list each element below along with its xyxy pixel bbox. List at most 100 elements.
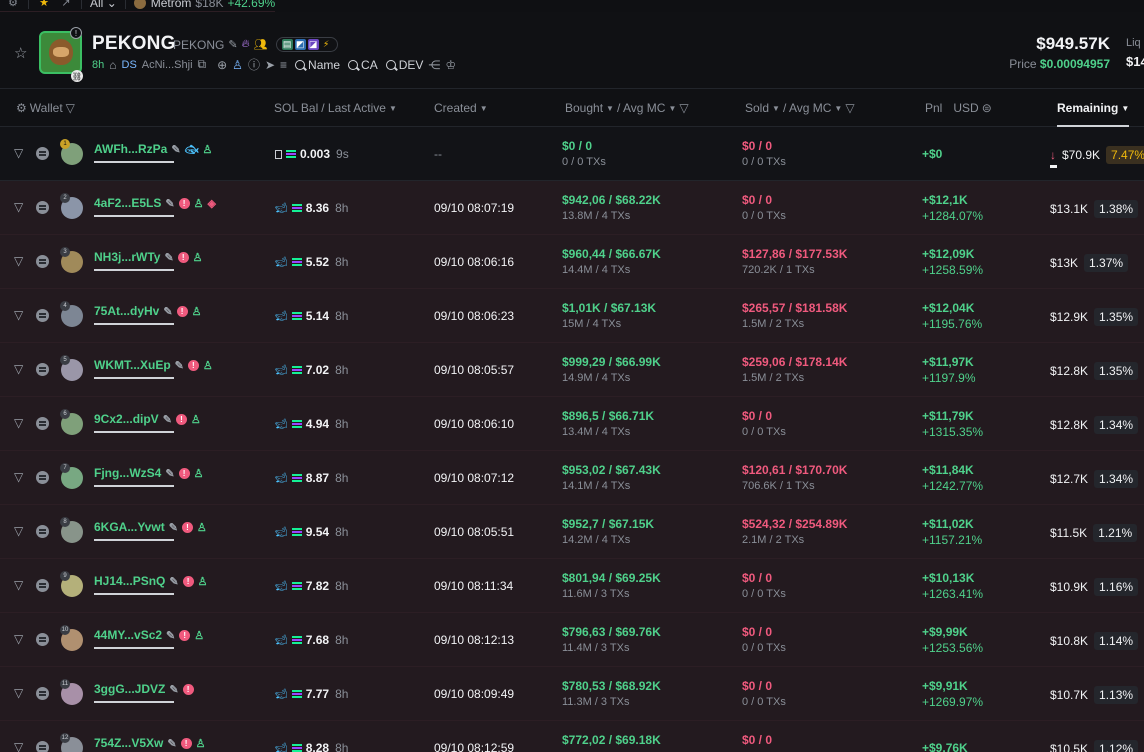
edit-icon[interactable]: ✎ xyxy=(163,305,173,318)
warning-icon[interactable]: ⓘ xyxy=(247,58,260,72)
settings-icon[interactable]: ⚙ xyxy=(8,0,18,9)
add-user-icon[interactable]: ♙ xyxy=(202,143,213,156)
add-user-icon[interactable]: ♙ xyxy=(197,575,208,588)
table-row[interactable]: ▽ 8 6KGA...Yvwt ✎! ♙ 🐋︎ 9.54 8h 09/10 08:05:51 $9… xyxy=(0,505,1144,559)
link-icon[interactable]: ⛓ xyxy=(71,70,83,82)
message-icon[interactable] xyxy=(36,471,49,484)
edit-icon[interactable]: ✎ xyxy=(228,39,238,51)
pair-name[interactable]: Metrom xyxy=(150,0,192,10)
add-user-icon[interactable]: ♙ xyxy=(194,629,205,642)
filter-icon[interactable]: ▽ xyxy=(845,101,855,115)
add-user-icon[interactable]: ♙ xyxy=(196,521,207,534)
crown-icon[interactable]: ♔ xyxy=(445,57,457,72)
filter-icon[interactable]: ▽ xyxy=(14,632,24,646)
avatar[interactable]: 4 xyxy=(60,301,83,327)
search-ca-button[interactable]: CA xyxy=(348,58,378,72)
filter-icon[interactable]: ▽ xyxy=(14,470,24,484)
filter-icon[interactable]: ▽ xyxy=(14,308,24,322)
copy-icon[interactable]: ⧉ xyxy=(197,57,207,71)
table-row[interactable]: ▽ 9 HJ14...PSnQ ✎! ♙ 🐋︎ 7.82 8h 09/10 08:11:34 $8… xyxy=(0,559,1144,613)
wallet-link[interactable]: 9Cx2...dipV ✎! ♙ xyxy=(94,412,201,426)
filter-icon[interactable]: ▽ xyxy=(679,101,689,115)
filter-icon[interactable]: ▽ xyxy=(65,101,75,115)
avatar[interactable]: 3 xyxy=(60,247,83,273)
wallet-link[interactable]: AWFh...RzPa ✎ 🐟︎ ♙ xyxy=(94,142,212,156)
avatar[interactable]: 6 xyxy=(60,409,83,435)
wallet-link[interactable]: 754Z...V5Xw ✎! ♙ xyxy=(94,736,205,750)
table-row[interactable]: ▽ 3 NH3j...rWTy ✎! ♙ 🐋︎ 5.52 8h 09/10 08:06:16 $9… xyxy=(0,235,1144,289)
table-row[interactable]: ▽ 5 WKMT...XuEp ✎! ♙ 🐋︎ 7.02 8h 09/10 08:05:57 $9… xyxy=(0,343,1144,397)
currency-toggle-icon[interactable]: ⊜ xyxy=(981,101,992,115)
table-row[interactable]: ▽ 4 75At...dyHv ✎! ♙ 🐋︎ 5.14 8h 09/10 08:06:23 $1… xyxy=(0,289,1144,343)
col-sol-bal[interactable]: SOL Bal / Last Active ▼ xyxy=(274,101,397,115)
add-user-icon[interactable]: ♙ xyxy=(190,413,201,426)
star-icon[interactable]: ★ xyxy=(39,0,49,9)
col-pnl[interactable]: Pnl USD ⊜ xyxy=(925,101,992,115)
edit-icon[interactable]: ✎ xyxy=(169,575,179,588)
message-icon[interactable] xyxy=(36,687,49,700)
wallet-address[interactable]: 4aF2...E5LS xyxy=(94,196,162,210)
user-icon[interactable]: ♙ xyxy=(232,57,243,72)
wallet-address[interactable]: HJ14...PSnQ xyxy=(94,574,166,588)
wallet-link[interactable]: 6KGA...Yvwt ✎! ♙ xyxy=(94,520,207,534)
wallet-link[interactable]: NH3j...rWTy ✎! ♙ xyxy=(94,250,203,264)
wallet-address[interactable]: WKMT...XuEp xyxy=(94,358,171,372)
filter-icon[interactable]: ▽ xyxy=(14,578,24,592)
wallet-address[interactable]: Fjng...WzS4 xyxy=(94,466,162,480)
wallet-address[interactable]: 44MY...vSc2 xyxy=(94,628,163,642)
avatar[interactable]: 10 xyxy=(60,625,83,651)
contract-address[interactable]: AcNi...Shji xyxy=(141,58,193,71)
wallet-link[interactable]: 75At...dyHv ✎! ♙ xyxy=(94,304,201,318)
edit-icon[interactable]: ✎ xyxy=(165,467,175,480)
avatar[interactable]: 12 xyxy=(60,733,83,752)
message-icon[interactable] xyxy=(36,201,49,214)
wallet-address[interactable]: 75At...dyHv xyxy=(94,304,160,318)
wallet-link[interactable]: 3ggG...JDVZ ✎! xyxy=(94,682,194,696)
edit-icon[interactable]: ✎ xyxy=(166,629,176,642)
add-user-icon[interactable]: ♙ xyxy=(193,197,204,210)
table-row[interactable]: ▽ 10 44MY...vSc2 ✎! ♙ 🐋︎ 7.68 8h 09/10 08:12:13 $… xyxy=(0,613,1144,667)
avatar[interactable]: 9 xyxy=(60,571,83,597)
edit-icon[interactable]: ✎ xyxy=(168,521,178,534)
telegram-icon[interactable]: ➤ xyxy=(264,57,276,72)
share-icon[interactable]: ⋲ xyxy=(428,57,441,72)
search-dev-button[interactable]: DEV xyxy=(385,58,423,72)
filter-icon[interactable]: ▽ xyxy=(14,740,24,752)
table-row[interactable]: ▽ 1 AWFh...RzPa ✎ 🐟︎ ♙ 0.003 9s -- $0 / 0 0 / 0 TX… xyxy=(0,127,1144,181)
col-wallet[interactable]: ⚙ Wallet ▽ xyxy=(16,101,75,115)
message-icon[interactable] xyxy=(36,525,49,538)
avatar[interactable]: 11 xyxy=(60,679,83,705)
search-name-button[interactable]: Name xyxy=(295,58,340,72)
add-user-icon[interactable]: ♙ xyxy=(192,251,203,264)
filter-icon[interactable]: ▽ xyxy=(14,524,24,538)
table-row[interactable]: ▽ 11 3ggG...JDVZ ✎! 🐋︎ 7.77 8h 09/10 08:09:49 $7… xyxy=(0,667,1144,721)
favorite-star-icon[interactable]: ☆ xyxy=(14,45,28,62)
filter-icon[interactable]: ▽ xyxy=(14,362,24,376)
edit-icon[interactable]: ✎ xyxy=(174,359,184,372)
wallet-link[interactable]: 44MY...vSc2 ✎! ♙ xyxy=(94,628,204,642)
table-row[interactable]: ▽ 2 4aF2...E5LS ✎! ♙ ◈ 🐋︎ 8.36 8h 09/10 08:07:19 $… xyxy=(0,181,1144,235)
col-usd-label[interactable]: USD xyxy=(953,101,979,115)
avatar[interactable]: 2 xyxy=(60,193,83,219)
edit-icon[interactable]: ✎ xyxy=(167,737,177,750)
add-user-icon[interactable]: ♙ xyxy=(191,305,202,318)
watchlist-filter[interactable]: All ⌄ xyxy=(90,0,117,10)
message-icon[interactable] xyxy=(36,147,49,160)
filter-icon[interactable]: ▽ xyxy=(14,686,24,700)
table-row[interactable]: ▽ 12 754Z...V5Xw ✎! ♙ 🐋︎ 8.28 8h 09/10 08:12:59 $… xyxy=(0,721,1144,752)
edit-icon[interactable]: ✎ xyxy=(171,143,181,156)
avatar[interactable]: 8 xyxy=(60,517,83,543)
col-sold[interactable]: Sold ▼ / Avg MC ▼ ▽ xyxy=(745,101,855,115)
message-icon[interactable] xyxy=(36,417,49,430)
settings-icon[interactable]: ⚙ xyxy=(16,101,27,115)
avatar[interactable]: 7 xyxy=(60,463,83,489)
wallet-address[interactable]: 3ggG...JDVZ xyxy=(94,682,166,696)
list-icon[interactable]: ≡ xyxy=(280,57,288,72)
message-icon[interactable] xyxy=(36,579,49,592)
wallet-link[interactable]: Fjng...WzS4 ✎! ♙ xyxy=(94,466,203,480)
wallet-address[interactable]: AWFh...RzPa xyxy=(94,142,168,156)
col-created[interactable]: Created ▼ xyxy=(434,101,488,115)
message-icon[interactable] xyxy=(36,309,49,322)
col-remaining[interactable]: Remaining ▼ xyxy=(1057,101,1130,127)
filter-icon[interactable]: ▽ xyxy=(14,200,24,214)
